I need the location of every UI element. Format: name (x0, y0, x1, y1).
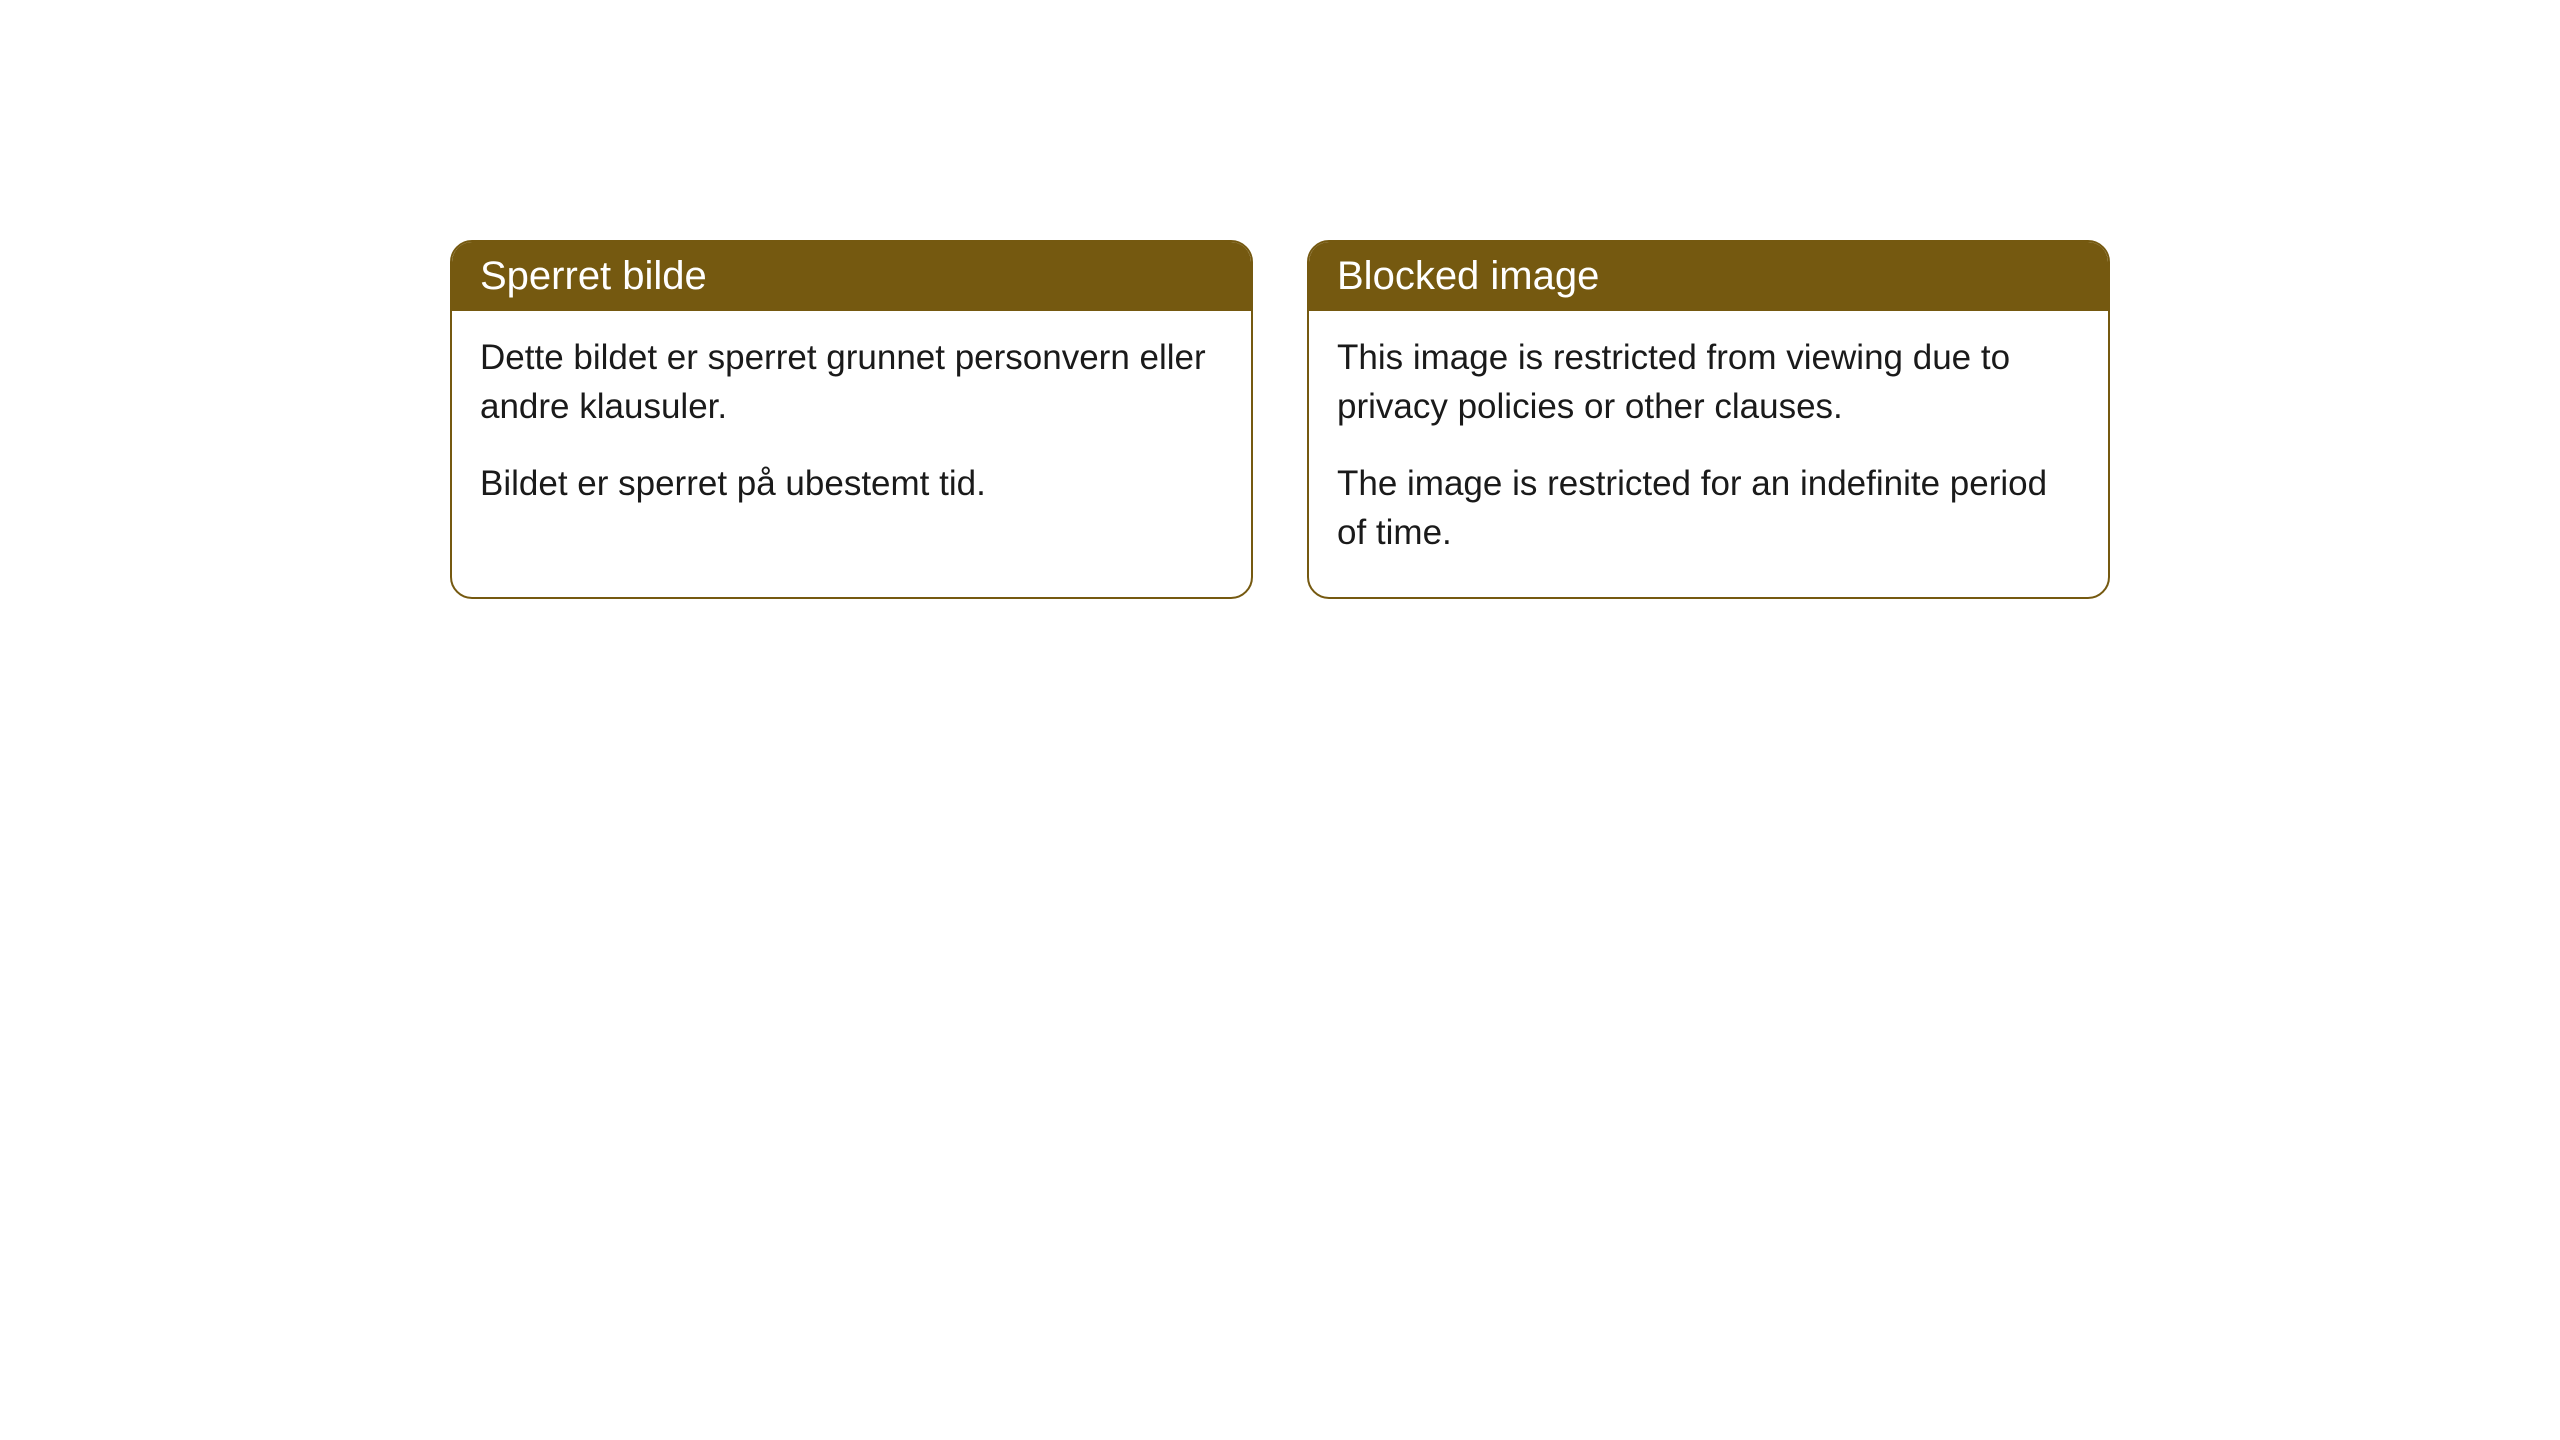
card-paragraph-2-en: The image is restricted for an indefinit… (1337, 459, 2080, 557)
cards-container: Sperret bilde Dette bildet er sperret gr… (450, 240, 2110, 599)
card-body-english: This image is restricted from viewing du… (1309, 311, 2108, 597)
card-header-english: Blocked image (1309, 242, 2108, 311)
card-paragraph-1-no: Dette bildet er sperret grunnet personve… (480, 333, 1223, 431)
card-paragraph-1-en: This image is restricted from viewing du… (1337, 333, 2080, 431)
card-norwegian: Sperret bilde Dette bildet er sperret gr… (450, 240, 1253, 599)
card-paragraph-2-no: Bildet er sperret på ubestemt tid. (480, 459, 1223, 508)
card-body-norwegian: Dette bildet er sperret grunnet personve… (452, 311, 1251, 548)
card-header-norwegian: Sperret bilde (452, 242, 1251, 311)
card-english: Blocked image This image is restricted f… (1307, 240, 2110, 599)
